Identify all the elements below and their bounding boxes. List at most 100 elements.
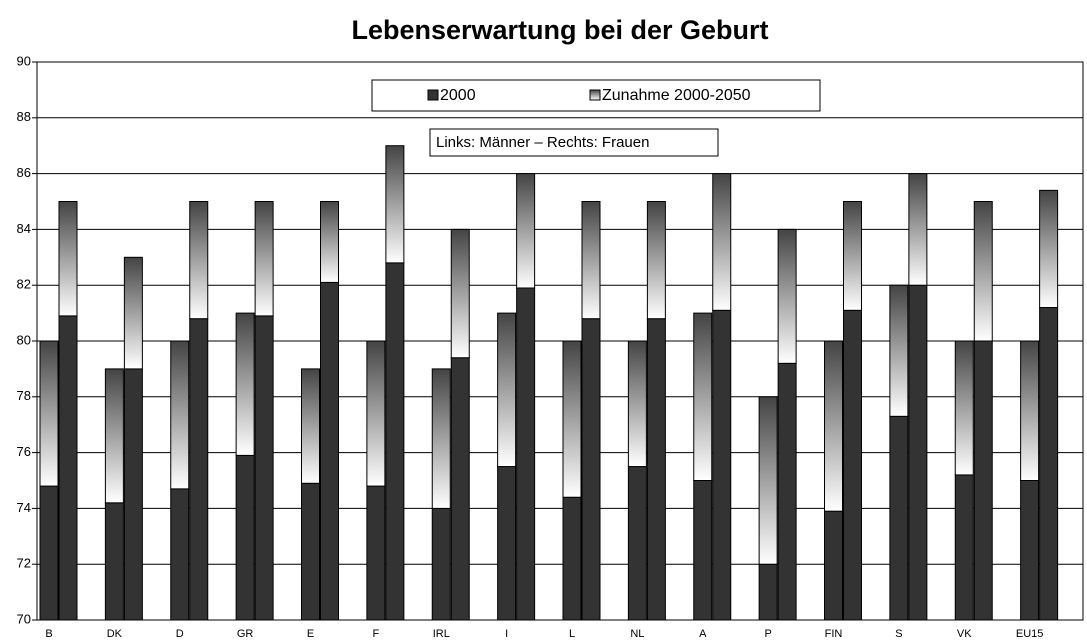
bar-segment [516, 173, 536, 289]
y-tick-label: 80 [17, 332, 31, 347]
y-tick-label: 72 [17, 556, 31, 571]
x-tick-label: FIN [825, 628, 843, 640]
bar-segment [581, 201, 601, 320]
bar-segment [1039, 307, 1059, 621]
bar-segment [627, 466, 647, 621]
bar-segment [954, 340, 974, 476]
bar-segment [301, 482, 320, 621]
bar-segment [301, 368, 320, 484]
y-tick-label: 76 [17, 444, 31, 459]
bar-segment [973, 340, 993, 621]
y-tick-label: 90 [17, 53, 31, 68]
x-tick-label: B [45, 628, 52, 640]
bar-segment [497, 312, 517, 468]
chart-title: Lebenserwartung bei der Geburt [351, 15, 768, 45]
x-tick-label: A [699, 628, 707, 640]
bar-segment [824, 340, 843, 512]
bar-segment [777, 362, 797, 621]
bar-segment [58, 315, 78, 621]
bar-segment [889, 284, 909, 417]
legend-swatch [427, 89, 439, 101]
bar-segment [385, 262, 405, 621]
bar-segment [254, 201, 274, 317]
x-tick-label: I [505, 628, 508, 640]
bar-segment [1039, 189, 1059, 309]
bar-segment [450, 357, 470, 621]
x-tick-label: D [176, 628, 184, 640]
bar-segment [954, 474, 974, 621]
bar-segment [431, 507, 451, 621]
bar-segment [843, 201, 862, 311]
bar-segment [497, 466, 517, 621]
legend-swatch [589, 89, 601, 101]
bar-segment [39, 340, 59, 487]
bar-segment [123, 256, 143, 370]
x-tick-label: IRL [433, 628, 450, 640]
bar-segment [693, 312, 713, 481]
x-tick-label: S [895, 628, 902, 640]
bar-segment [235, 454, 255, 621]
bar-segment [39, 485, 59, 621]
x-tick-label: VK [957, 628, 972, 640]
bar-segment [758, 396, 778, 565]
bar-segment [908, 284, 928, 621]
x-tick-label: NL [630, 628, 644, 640]
x-tick-label: E [307, 628, 314, 640]
x-tick-label: L [569, 628, 575, 640]
y-tick-label: 74 [17, 500, 31, 515]
bar-segment [646, 318, 666, 621]
y-tick-label: 78 [17, 388, 31, 403]
bar-segment [123, 368, 143, 621]
x-tick-label: F [373, 628, 380, 640]
bar-segment [693, 480, 713, 621]
bar-segment [104, 502, 124, 621]
legend-label: Zunahme 2000-2050 [602, 87, 751, 104]
bar-segment [777, 228, 797, 364]
bar-segment [366, 340, 386, 487]
bar-segment [58, 201, 78, 317]
bar-segment [170, 488, 190, 621]
bar-segment [843, 309, 862, 621]
bar-segment [581, 318, 601, 621]
bar-segment [973, 201, 993, 342]
bar-segment [189, 201, 209, 320]
legend-box [371, 79, 821, 112]
bar-segment [366, 485, 386, 621]
bar-segment [385, 145, 405, 264]
bar-segment [450, 228, 470, 359]
x-tick-label: P [764, 628, 771, 640]
bar-segment [320, 281, 339, 621]
x-tick-label: GR [237, 628, 254, 640]
y-tick-label: 86 [17, 165, 31, 180]
bar-segment [516, 287, 536, 621]
bar-segment [1020, 340, 1040, 481]
bar-segment [889, 415, 909, 621]
bar-segment [758, 563, 778, 621]
y-tick-label: 82 [17, 277, 31, 292]
bar-segment [254, 315, 274, 621]
bar-segment [235, 312, 255, 456]
x-tick-label: DK [107, 628, 123, 640]
bar-segment [431, 368, 451, 509]
bar-segment [170, 340, 190, 490]
y-tick-label: 84 [17, 221, 31, 236]
annotation-box [429, 128, 719, 157]
bar-segment [712, 309, 732, 621]
annotation: Links: Männer – Rechts: Frauen [436, 134, 649, 151]
bar-segment [627, 340, 647, 468]
legend-label: 2000 [440, 87, 476, 104]
bar-segment [712, 173, 732, 311]
bar-segment [562, 496, 582, 621]
x-tick-label: EU15 [1016, 628, 1044, 640]
y-tick-label: 88 [17, 109, 31, 124]
bar-segment [320, 201, 339, 283]
y-tick-label: 70 [17, 611, 31, 626]
bar-segment [104, 368, 124, 504]
bar-segment [824, 510, 843, 621]
bar-segment [189, 318, 209, 621]
bar-segment [646, 201, 666, 320]
bar-segment [562, 340, 582, 498]
bar-segment [1020, 480, 1040, 621]
bar-segment [908, 173, 928, 286]
